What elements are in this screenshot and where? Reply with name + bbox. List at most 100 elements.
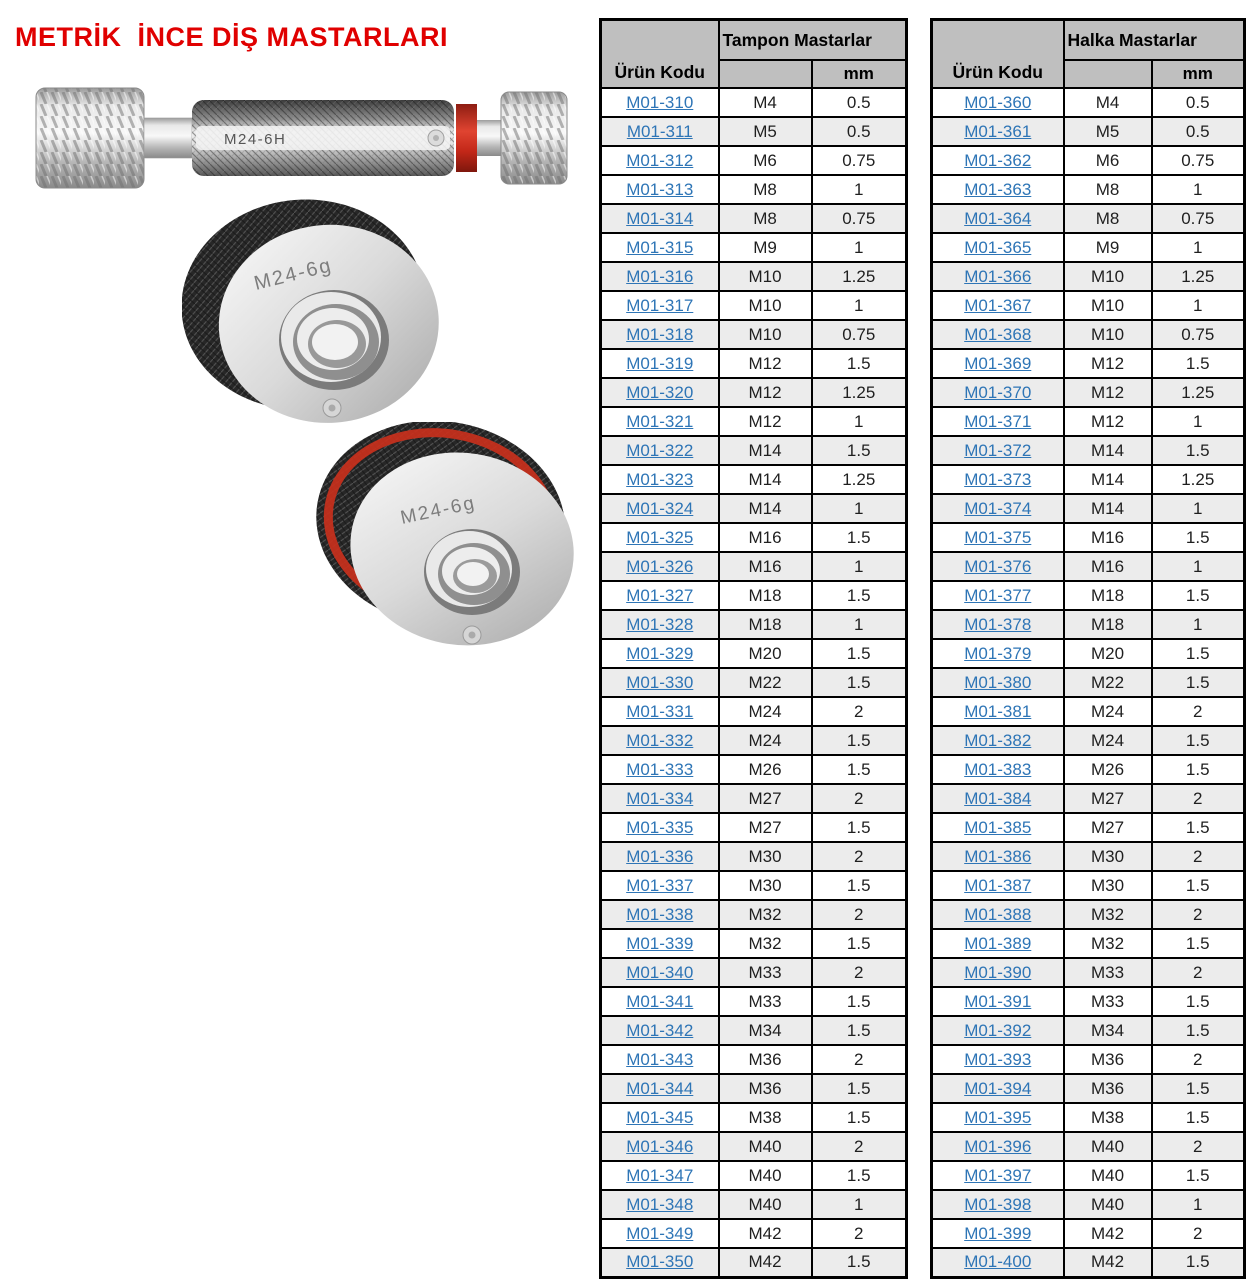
product-code-link[interactable]: M01-361 — [964, 121, 1032, 141]
product-code-link[interactable]: M01-335 — [626, 817, 694, 837]
product-code-link[interactable]: M01-368 — [964, 324, 1032, 344]
size-cell: M14 — [1062, 493, 1153, 524]
product-code-link[interactable]: M01-366 — [964, 266, 1032, 286]
product-code-link[interactable]: M01-378 — [964, 614, 1032, 634]
product-code-link[interactable]: M01-347 — [626, 1165, 694, 1185]
product-code-link[interactable]: M01-314 — [626, 208, 694, 228]
product-code-link[interactable]: M01-319 — [626, 353, 694, 373]
product-code-link[interactable]: M01-388 — [964, 904, 1032, 924]
product-code-link[interactable]: M01-394 — [964, 1078, 1032, 1098]
product-code-link[interactable]: M01-400 — [964, 1252, 1032, 1272]
product-code-link[interactable]: M01-380 — [964, 672, 1032, 692]
product-code-link[interactable]: M01-312 — [626, 150, 694, 170]
product-code-link[interactable]: M01-381 — [964, 701, 1032, 721]
product-code-link[interactable]: M01-317 — [626, 295, 694, 315]
product-code-link[interactable]: M01-384 — [964, 788, 1032, 808]
product-code-link[interactable]: M01-339 — [626, 933, 694, 953]
code-cell: M01-318 — [599, 319, 720, 350]
product-code-link[interactable]: M01-391 — [964, 991, 1032, 1011]
pitch-cell: 1.5 — [810, 754, 908, 785]
product-code-link[interactable]: M01-375 — [964, 527, 1032, 547]
product-code-link[interactable]: M01-345 — [626, 1107, 694, 1127]
product-code-link[interactable]: M01-367 — [964, 295, 1032, 315]
product-code-link[interactable]: M01-346 — [626, 1136, 694, 1156]
product-code-link[interactable]: M01-376 — [964, 556, 1032, 576]
product-code-link[interactable]: M01-389 — [964, 933, 1032, 953]
product-code-link[interactable]: M01-315 — [626, 237, 694, 257]
code-cell: M01-324 — [599, 493, 720, 524]
product-code-link[interactable]: M01-390 — [964, 962, 1032, 982]
product-code-link[interactable]: M01-338 — [626, 904, 694, 924]
product-code-link[interactable]: M01-324 — [626, 498, 694, 518]
product-code-link[interactable]: M01-365 — [964, 237, 1032, 257]
size-cell: M6 — [717, 145, 813, 176]
code-cell: M01-315 — [599, 232, 720, 263]
pitch-cell: 1.5 — [810, 667, 908, 698]
product-code-link[interactable]: M01-382 — [964, 730, 1032, 750]
product-code-link[interactable]: M01-397 — [964, 1165, 1032, 1185]
product-code-link[interactable]: M01-360 — [964, 92, 1032, 112]
product-code-link[interactable]: M01-342 — [626, 1020, 694, 1040]
product-code-link[interactable]: M01-327 — [626, 585, 694, 605]
product-code-link[interactable]: M01-350 — [626, 1252, 694, 1272]
product-code-link[interactable]: M01-311 — [626, 121, 693, 141]
product-code-link[interactable]: M01-318 — [626, 324, 694, 344]
product-code-link[interactable]: M01-313 — [626, 179, 694, 199]
table-row: M01-323 M14 1.25 — [599, 464, 908, 495]
product-code-link[interactable]: M01-331 — [626, 701, 694, 721]
pitch-cell: 1.5 — [810, 1160, 908, 1191]
product-code-link[interactable]: M01-372 — [964, 440, 1032, 460]
size-cell: M8 — [717, 203, 813, 234]
product-code-link[interactable]: M01-387 — [964, 875, 1032, 895]
product-code-link[interactable]: M01-320 — [626, 382, 694, 402]
product-code-link[interactable]: M01-393 — [964, 1049, 1032, 1069]
product-code-link[interactable]: M01-332 — [626, 730, 694, 750]
table-row: M01-340 M33 2 — [599, 957, 908, 988]
product-code-link[interactable]: M01-363 — [964, 179, 1032, 199]
product-code-link[interactable]: M01-396 — [964, 1136, 1032, 1156]
product-code-link[interactable]: M01-348 — [626, 1194, 694, 1214]
product-code-link[interactable]: M01-310 — [626, 92, 694, 112]
product-code-link[interactable]: M01-322 — [626, 440, 694, 460]
product-code-link[interactable]: M01-362 — [964, 150, 1032, 170]
product-code-link[interactable]: M01-330 — [626, 672, 694, 692]
table-row: M01-378 M18 1 — [930, 609, 1246, 640]
product-code-link[interactable]: M01-373 — [964, 469, 1032, 489]
product-code-link[interactable]: M01-386 — [964, 846, 1032, 866]
product-code-link[interactable]: M01-323 — [626, 469, 694, 489]
product-code-link[interactable]: M01-370 — [964, 382, 1032, 402]
product-code-link[interactable]: M01-329 — [626, 643, 694, 663]
product-code-link[interactable]: M01-374 — [964, 498, 1032, 518]
product-code-link[interactable]: M01-316 — [626, 266, 694, 286]
product-code-link[interactable]: M01-333 — [626, 759, 694, 779]
product-code-link[interactable]: M01-364 — [964, 208, 1032, 228]
product-code-link[interactable]: M01-383 — [964, 759, 1032, 779]
product-code-link[interactable]: M01-392 — [964, 1020, 1032, 1040]
product-code-link[interactable]: M01-371 — [964, 411, 1032, 431]
product-code-link[interactable]: M01-336 — [626, 846, 694, 866]
table-row: M01-360 M4 0.5 — [930, 87, 1246, 118]
product-code-link[interactable]: M01-399 — [964, 1223, 1032, 1243]
product-code-link[interactable]: M01-343 — [626, 1049, 694, 1069]
product-code-link[interactable]: M01-326 — [626, 556, 694, 576]
product-code-link[interactable]: M01-337 — [626, 875, 694, 895]
product-code-link[interactable]: M01-395 — [964, 1107, 1032, 1127]
code-cell: M01-388 — [930, 899, 1065, 930]
product-code-link[interactable]: M01-325 — [626, 527, 694, 547]
product-code-link[interactable]: M01-344 — [626, 1078, 694, 1098]
pitch-cell: 1.5 — [1150, 870, 1246, 901]
product-code-link[interactable]: M01-328 — [626, 614, 694, 634]
product-code-link[interactable]: M01-385 — [964, 817, 1032, 837]
pitch-cell: 1.5 — [810, 870, 908, 901]
product-code-link[interactable]: M01-334 — [626, 788, 694, 808]
size-cell: M27 — [1062, 812, 1153, 843]
product-code-link[interactable]: M01-369 — [964, 353, 1032, 373]
product-code-link[interactable]: M01-340 — [626, 962, 694, 982]
product-code-link[interactable]: M01-321 — [626, 411, 694, 431]
product-code-link[interactable]: M01-341 — [626, 991, 694, 1011]
product-code-link[interactable]: M01-377 — [964, 585, 1032, 605]
size-cell: M36 — [1062, 1073, 1153, 1104]
product-code-link[interactable]: M01-398 — [964, 1194, 1032, 1214]
product-code-link[interactable]: M01-349 — [626, 1223, 694, 1243]
product-code-link[interactable]: M01-379 — [964, 643, 1032, 663]
